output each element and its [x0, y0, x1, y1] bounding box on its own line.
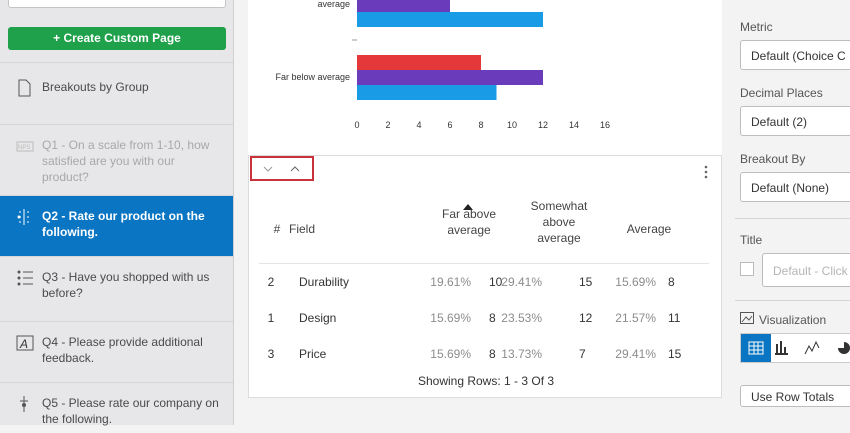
column-header: Field	[289, 222, 316, 236]
title-input[interactable]: Default - Click	[762, 253, 850, 287]
item-label: Breakouts by Group	[42, 80, 149, 94]
viz-toolbar	[740, 333, 850, 363]
metric-dropdown[interactable]: Default (Choice C	[740, 40, 850, 70]
category-label: Somewhat below average	[317, 0, 350, 9]
bar	[357, 70, 543, 85]
divider	[259, 263, 709, 264]
item-label: Q5 - Please rate our company on the foll…	[42, 396, 219, 426]
table-cell: 13.73%	[501, 347, 542, 361]
x-tick-label: 12	[538, 120, 548, 130]
x-tick-label: 0	[354, 120, 359, 130]
chart-area: 0 2 4 6 8 10 12 14 16 Somewhat below average Far …	[248, 0, 722, 155]
table-cell: 15	[668, 347, 682, 361]
column-header[interactable]: Far above average	[441, 207, 497, 237]
table-cell: 15.69%	[615, 275, 656, 289]
title-label: Title	[740, 233, 763, 247]
search-box[interactable]	[8, 0, 226, 8]
table-cell: 2	[267, 275, 275, 289]
item-icon	[17, 270, 33, 286]
item-label: Q2 - Rate our product on the following.	[42, 209, 205, 239]
bar	[357, 12, 543, 27]
viz-icons[interactable]	[771, 334, 850, 362]
x-tick-label: 6	[447, 120, 452, 130]
decimal-dropdown[interactable]: Default (2)	[740, 106, 850, 136]
table-icon	[748, 341, 764, 355]
item-label: Q1 - On a scale from 1-10, how satisfied…	[42, 138, 210, 184]
menu-icon[interactable]	[703, 164, 709, 180]
column-header[interactable]: Somewhat above average	[530, 199, 588, 245]
table-cell: 1	[267, 311, 275, 325]
item-icon	[20, 396, 28, 412]
title-checkbox[interactable]	[740, 262, 754, 276]
totals-dropdown[interactable]: Use Row Totals	[740, 385, 850, 407]
item-icon: NPS	[16, 141, 34, 152]
table-cell: 11	[668, 311, 681, 325]
sidebar: + Create Custom Page Breakouts by Group N…	[0, 0, 234, 426]
x-tick-label: 14	[569, 120, 579, 130]
divider	[735, 300, 850, 301]
breakout-label: Breakout By	[740, 152, 806, 166]
sidebar-item[interactable]: Breakouts by Group	[0, 62, 233, 111]
item-icon	[18, 79, 31, 97]
table-viz-button[interactable]	[741, 334, 771, 362]
sidebar-item[interactable]: Q2 - Rate our product on the following.	[0, 195, 233, 257]
sidebar-item[interactable]: Q5 - Please rate our company on the foll…	[0, 382, 233, 433]
highlight-box	[250, 156, 314, 181]
decimal-label: Decimal Places	[740, 86, 823, 100]
sidebar-item[interactable]: A Q4 - Please provide additional feedback…	[0, 321, 233, 383]
x-tick-label: 10	[507, 120, 517, 130]
item-label: Q4 - Please provide additional feedback.	[42, 335, 203, 365]
table-cell: 19.61%	[430, 275, 471, 289]
plus-icon: +	[53, 31, 64, 45]
table-cell: 12	[579, 311, 593, 325]
visualization-icon	[740, 312, 754, 324]
table-cell: 15	[579, 275, 593, 289]
table-cell: 29.41%	[501, 275, 542, 289]
bar	[357, 0, 450, 12]
x-tick-label: 2	[385, 120, 390, 130]
table-cell: 29.41%	[615, 347, 656, 361]
table-panel: Showing Rows: 1 - 3 Of 3 # Field Far above…	[248, 155, 722, 398]
sidebar-item[interactable]: Q3 - Have you shopped with us before?	[0, 256, 233, 322]
table-cell: Price	[299, 347, 327, 361]
collapse-icons[interactable]	[263, 164, 303, 174]
create-button[interactable]: + Create Custom Page	[8, 27, 226, 50]
table-cell: 8	[668, 275, 675, 289]
table-cell: 8	[489, 311, 496, 325]
sidebar-item[interactable]: NPS Q1 - On a scale from 1-10, how satisf…	[0, 124, 233, 196]
table-cell: 3	[267, 347, 275, 361]
x-tick-label: 16	[600, 120, 610, 130]
table-cell: Design	[299, 311, 337, 325]
table-cell: 23.53%	[501, 311, 542, 325]
metric-label: Metric	[740, 20, 773, 34]
x-tick-label: 4	[416, 120, 421, 130]
table-cell: Durability	[299, 275, 350, 289]
svg-text:NPS: NPS	[18, 145, 30, 151]
chart: 0 2 4 6 8 10 12 14 16	[352, 0, 610, 130]
table-footer: Showing Rows: 1 - 3 Of 3	[417, 374, 555, 388]
bar	[357, 85, 497, 100]
table-cell: 10	[489, 275, 503, 289]
item-icon	[17, 209, 29, 225]
column-header: #	[273, 222, 281, 236]
item-icon: A	[16, 335, 34, 351]
button-label: Create Custom Page	[63, 31, 181, 45]
divider	[735, 218, 850, 219]
table-cell: 7	[579, 347, 586, 361]
item-label: Q3 - Have you shopped with us before?	[42, 270, 210, 300]
category-label: Far below average	[275, 72, 350, 82]
column-header[interactable]: Average	[626, 222, 672, 236]
sort-icon[interactable]	[463, 204, 473, 210]
breakout-dropdown[interactable]: Default (None)	[740, 172, 850, 202]
bar	[357, 55, 481, 70]
table-cell: 15.69%	[430, 347, 471, 361]
table-cell: 8	[489, 347, 496, 361]
x-tick-label: 8	[478, 120, 483, 130]
table-cell: 21.57%	[615, 311, 656, 325]
table-cell: 15.69%	[430, 311, 471, 325]
svg-text:A: A	[19, 337, 28, 351]
visualization-label: Visualization	[759, 313, 827, 327]
